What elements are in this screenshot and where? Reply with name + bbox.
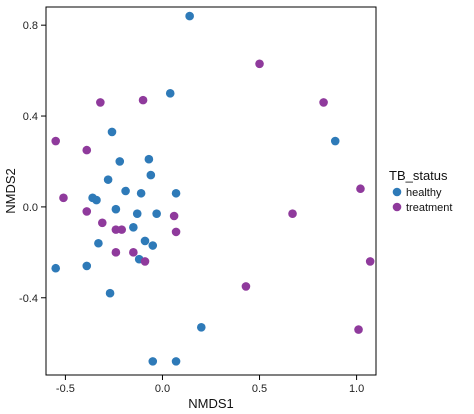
- x-tick-label: -0.5: [56, 383, 75, 395]
- y-tick-label: -0.4: [19, 293, 38, 305]
- data-point-treatment: [117, 225, 127, 234]
- data-point-healthy: [115, 157, 125, 166]
- data-point-healthy: [105, 288, 115, 298]
- legend: TB_status healthy treatment: [389, 168, 452, 214]
- y-tick-label: 0.4: [23, 111, 38, 123]
- data-point-healthy: [152, 209, 161, 219]
- legend-title: TB_status: [389, 168, 448, 183]
- data-point-treatment: [97, 218, 107, 228]
- data-point-treatment: [129, 248, 138, 257]
- data-point-treatment: [59, 193, 68, 203]
- x-tick-label: 1.0: [349, 383, 364, 395]
- data-point-treatment: [140, 257, 150, 266]
- data-point-healthy: [129, 223, 138, 232]
- plot-area: [45, 6, 377, 376]
- x-axis: -0.5 0.0 0.5 1.0: [56, 375, 364, 395]
- data-point-treatment: [356, 184, 365, 194]
- data-point-treatment: [82, 145, 92, 155]
- legend-label-treatment: treatment: [406, 202, 452, 214]
- y-tick-label: 0.0: [23, 202, 38, 214]
- data-point-treatment: [354, 325, 363, 334]
- data-point-healthy: [94, 238, 103, 248]
- data-point-treatment: [169, 211, 179, 221]
- plot-frame: [45, 6, 377, 376]
- data-point-healthy: [140, 236, 150, 246]
- legend-label-healthy: healthy: [406, 187, 442, 199]
- data-point-healthy: [132, 209, 142, 219]
- data-point-treatment: [255, 59, 264, 69]
- data-point-treatment: [82, 207, 92, 216]
- y-axis-title: NMDS2: [3, 168, 18, 214]
- legend-entries: healthy treatment: [392, 187, 452, 214]
- data-point-healthy: [165, 89, 175, 98]
- data-point-treatment: [138, 95, 148, 105]
- data-point-healthy: [185, 11, 194, 21]
- data-point-healthy: [171, 188, 181, 198]
- data-point-treatment: [288, 209, 297, 219]
- data-point-treatment: [171, 227, 181, 237]
- data-point-treatment: [319, 98, 328, 107]
- data-point-healthy: [148, 357, 158, 366]
- data-point-treatment: [241, 282, 251, 291]
- data-point-healthy: [330, 136, 340, 146]
- data-point-treatment: [365, 257, 375, 266]
- data-point-healthy: [144, 154, 154, 164]
- data-point-healthy: [51, 263, 61, 273]
- data-point-healthy: [111, 204, 121, 214]
- data-point-healthy: [82, 261, 92, 271]
- data-point-healthy: [92, 195, 101, 205]
- data-point-healthy: [136, 188, 146, 198]
- data-point-healthy: [107, 127, 117, 137]
- data-point-treatment: [51, 136, 61, 146]
- data-point-healthy: [121, 186, 130, 196]
- y-tick-label: 0.8: [23, 20, 38, 32]
- x-axis-title: NMDS1: [188, 396, 234, 411]
- x-tick-label: 0.5: [252, 383, 267, 395]
- legend-marker-healthy: [392, 187, 402, 197]
- y-axis: -0.4 0.0 0.4 0.8: [19, 20, 46, 305]
- legend-marker-treatment: [392, 202, 402, 212]
- points-layer: [51, 11, 375, 366]
- data-point-healthy: [196, 322, 206, 332]
- data-point-treatment: [111, 248, 121, 257]
- data-point-treatment: [96, 98, 105, 107]
- data-point-healthy: [146, 170, 156, 180]
- data-point-healthy: [148, 241, 158, 250]
- data-point-healthy: [171, 357, 181, 366]
- x-tick-label: 0.0: [155, 383, 170, 395]
- data-point-healthy: [103, 175, 113, 184]
